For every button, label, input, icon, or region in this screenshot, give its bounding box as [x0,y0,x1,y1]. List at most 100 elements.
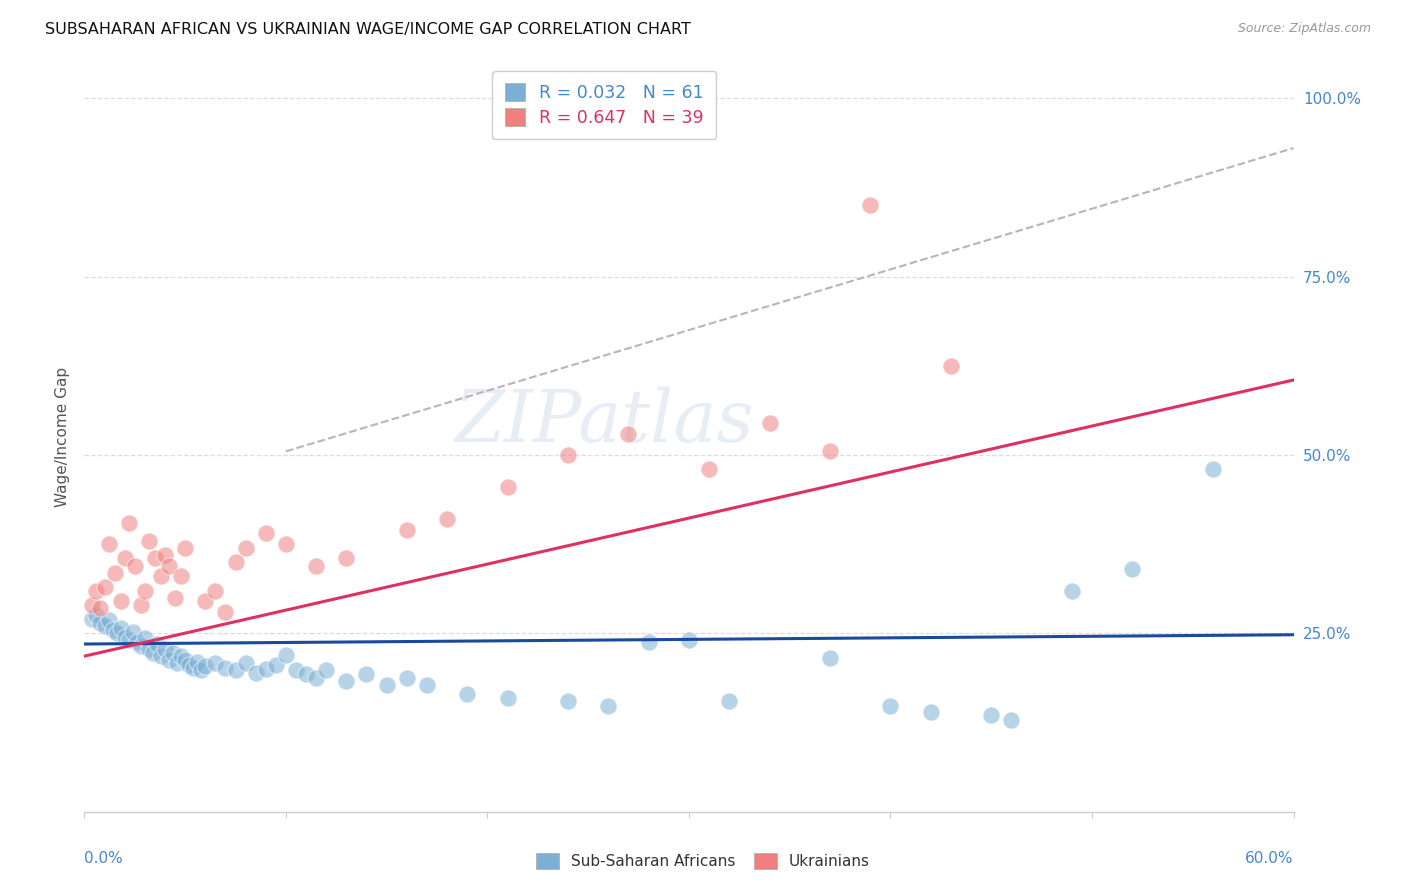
Point [718,694,741,708]
Point [356,667,378,681]
Point [129,639,152,653]
Point [82,612,104,626]
Point [138,642,160,657]
Text: ZIPatlas: ZIPatlas [454,387,754,458]
Point [436,512,458,526]
Point [254,526,277,541]
Point [149,649,172,664]
Point [157,653,180,667]
Point [174,541,197,555]
Point [879,699,901,714]
Point [456,687,478,701]
Point [174,653,197,667]
Point [225,664,247,678]
Point [194,659,217,673]
Point [496,480,519,494]
Point [305,558,328,573]
Point [225,555,247,569]
Point [86,608,108,623]
Point [97,537,120,551]
Point [89,615,111,630]
Point [637,635,659,649]
Point [617,426,640,441]
Point [179,658,201,673]
Text: 0.0%: 0.0% [84,851,124,865]
Point [118,516,141,530]
Point [204,657,226,671]
Point [395,671,418,685]
Point [678,633,700,648]
Point [416,678,439,692]
Point [315,664,337,678]
Point [214,605,236,619]
Point [114,630,136,644]
Point [153,548,176,562]
Legend: R = 0.032   N = 61, R = 0.647   N = 39: R = 0.032 N = 61, R = 0.647 N = 39 [492,71,716,139]
Point [395,523,418,537]
Point [170,569,193,583]
Point [758,416,780,430]
Point [134,583,156,598]
Point [194,594,217,608]
Point [101,623,124,637]
Point [124,558,146,573]
Point [93,580,115,594]
Point [105,626,128,640]
Point [335,674,357,689]
Point [93,619,115,633]
Point [162,646,184,660]
Point [181,660,204,674]
Text: SUBSAHARAN AFRICAN VS UKRAINIAN WAGE/INCOME GAP CORRELATION CHART: SUBSAHARAN AFRICAN VS UKRAINIAN WAGE/INC… [45,22,690,37]
Point [235,541,257,555]
Point [186,655,208,669]
Point [166,657,188,671]
Point [818,651,841,665]
Point [557,448,579,462]
Point [110,594,132,608]
Point [697,462,720,476]
Point [496,690,519,705]
Point [305,671,328,685]
Point [157,558,180,573]
Point [375,678,398,692]
Text: Source: ZipAtlas.com: Source: ZipAtlas.com [1237,22,1371,36]
Point [295,667,318,681]
Point [170,649,193,664]
Point [939,359,962,373]
Point [97,614,120,628]
Point [285,664,308,678]
Point [245,665,267,680]
Point [557,694,579,708]
Point [980,708,1002,723]
Point [125,635,148,649]
Point [254,662,277,676]
Point [82,598,104,612]
Point [1060,583,1083,598]
Point [134,631,156,645]
Point [1000,714,1022,728]
Point [859,198,882,212]
Point [114,551,136,566]
Point [274,537,297,551]
Point [129,598,152,612]
Point [1202,462,1225,476]
Point [190,664,212,678]
Y-axis label: Wage/Income Gap: Wage/Income Gap [55,367,70,508]
Point [1121,562,1143,576]
Point [142,646,165,660]
Point [149,569,172,583]
Point [118,633,141,648]
Point [121,624,143,639]
Point [110,621,132,635]
Point [153,642,176,657]
Point [335,551,357,566]
Point [214,660,236,674]
Point [818,444,841,458]
Point [235,657,257,671]
Point [86,583,108,598]
Point [89,601,111,615]
Point [104,566,127,580]
Point [204,583,226,598]
Point [274,648,297,662]
Point [165,591,187,605]
